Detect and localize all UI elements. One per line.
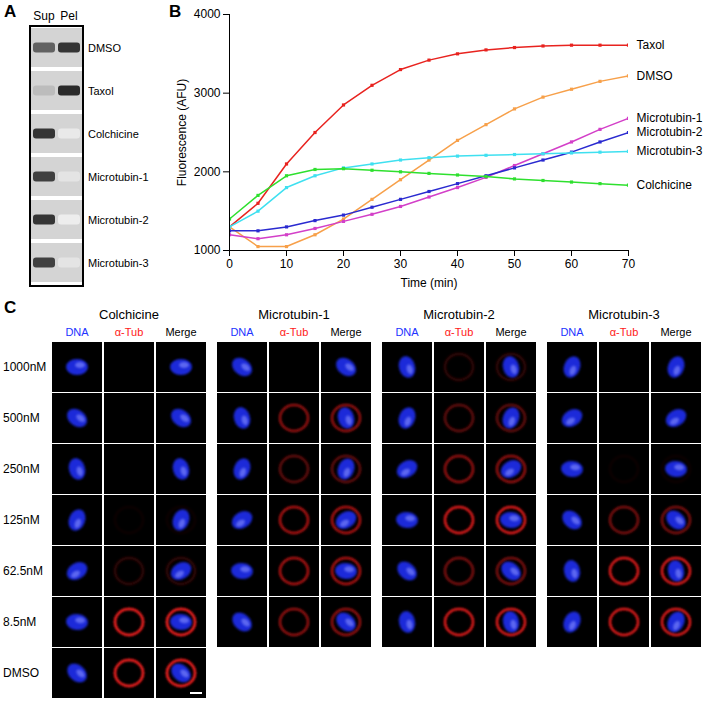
svg-text:60: 60 <box>565 257 579 271</box>
svg-text:α-Tub: α-Tub <box>445 326 474 338</box>
svg-text:α-Tub: α-Tub <box>115 326 144 338</box>
svg-text:40: 40 <box>451 257 465 271</box>
svg-text:DMSO: DMSO <box>3 666 39 680</box>
svg-text:Merge: Merge <box>495 326 526 338</box>
svg-text:62.5nM: 62.5nM <box>3 564 43 578</box>
svg-text:3000: 3000 <box>194 86 221 100</box>
svg-text:Microtubin-3: Microtubin-3 <box>588 307 660 322</box>
svg-text:Merge: Merge <box>165 326 196 338</box>
svg-text:2000: 2000 <box>194 165 221 179</box>
svg-text:8.5nM: 8.5nM <box>3 615 36 629</box>
svg-text:Merge: Merge <box>330 326 361 338</box>
svg-text:Pel: Pel <box>60 9 77 23</box>
svg-text:Microtubin-1: Microtubin-1 <box>637 111 703 125</box>
svg-text:500nM: 500nM <box>3 411 40 425</box>
html-text:B: B <box>169 2 182 21</box>
svg-text:A: A <box>4 2 16 21</box>
svg-text:Microtubin-1: Microtubin-1 <box>88 171 149 183</box>
svg-text:α-Tub: α-Tub <box>610 326 639 338</box>
svg-text:Time (min): Time (min) <box>401 276 458 290</box>
svg-text:30: 30 <box>394 257 408 271</box>
svg-text:250nM: 250nM <box>3 462 40 476</box>
svg-text:1000: 1000 <box>194 243 221 257</box>
svg-text:DMSO: DMSO <box>88 42 121 54</box>
svg-text:DNA: DNA <box>65 326 89 338</box>
svg-text:10: 10 <box>280 257 294 271</box>
svg-text:4000: 4000 <box>194 7 221 21</box>
svg-text:Fluorescence (AFU): Fluorescence (AFU) <box>175 79 189 186</box>
svg-text:70: 70 <box>622 257 636 271</box>
svg-text:DMSO: DMSO <box>637 69 673 83</box>
svg-text:0: 0 <box>226 257 233 271</box>
svg-text:DNA: DNA <box>230 326 254 338</box>
svg-text:50: 50 <box>508 257 522 271</box>
svg-text:Microtubin-3: Microtubin-3 <box>88 257 149 269</box>
svg-text:20: 20 <box>337 257 351 271</box>
svg-text:Microtubin-2: Microtubin-2 <box>88 214 149 226</box>
svg-text:Colchicine: Colchicine <box>637 178 693 192</box>
svg-text:Microtubin-3: Microtubin-3 <box>637 144 703 158</box>
svg-text:DNA: DNA <box>395 326 419 338</box>
svg-text:C: C <box>4 298 16 317</box>
svg-text:Microtubin-2: Microtubin-2 <box>637 125 703 139</box>
svg-text:α-Tub: α-Tub <box>280 326 309 338</box>
svg-text:Colchicine: Colchicine <box>99 307 159 322</box>
svg-text:Taxol: Taxol <box>88 85 114 97</box>
svg-text:DNA: DNA <box>560 326 584 338</box>
svg-text:Taxol: Taxol <box>637 38 665 52</box>
svg-text:Sup: Sup <box>33 9 55 23</box>
svg-text:125nM: 125nM <box>3 513 40 527</box>
svg-text:Merge: Merge <box>660 326 691 338</box>
svg-text:Microtubin-2: Microtubin-2 <box>423 307 495 322</box>
svg-text:Colchicine: Colchicine <box>88 128 139 140</box>
svg-text:1000nM: 1000nM <box>3 360 46 374</box>
svg-text:Microtubin-1: Microtubin-1 <box>258 307 330 322</box>
